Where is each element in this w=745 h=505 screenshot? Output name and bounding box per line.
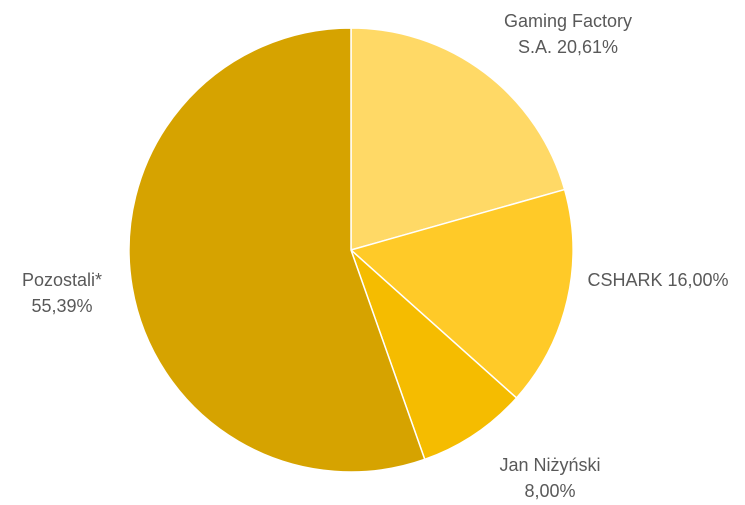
slice-label-line2: 8,00%: [524, 481, 575, 501]
pie-slice-0: [350, 27, 566, 251]
slice-label-line1: Gaming Factory: [504, 11, 632, 31]
slice-label-line1: Jan Niżyński: [499, 455, 600, 475]
label-gaming-factory: Gaming Factory S.A. 20,61%: [504, 11, 632, 57]
pie-slice-3: [128, 27, 426, 473]
pie-slice-1: [349, 188, 574, 400]
pie-slices: [128, 27, 574, 473]
pie-slice-2: [350, 249, 518, 461]
label-pozostali: Pozostali* 55,39%: [22, 270, 102, 316]
slice-label-line1: CSHARK 16,00%: [587, 270, 728, 290]
label-cshark: CSHARK 16,00%: [587, 270, 728, 290]
slice-label-line1: Pozostali*: [22, 270, 102, 290]
label-jan-nizynski: Jan Niżyński 8,00%: [499, 455, 600, 501]
slice-label-line2: 55,39%: [31, 296, 92, 316]
slice-label-line2: S.A. 20,61%: [518, 37, 618, 57]
